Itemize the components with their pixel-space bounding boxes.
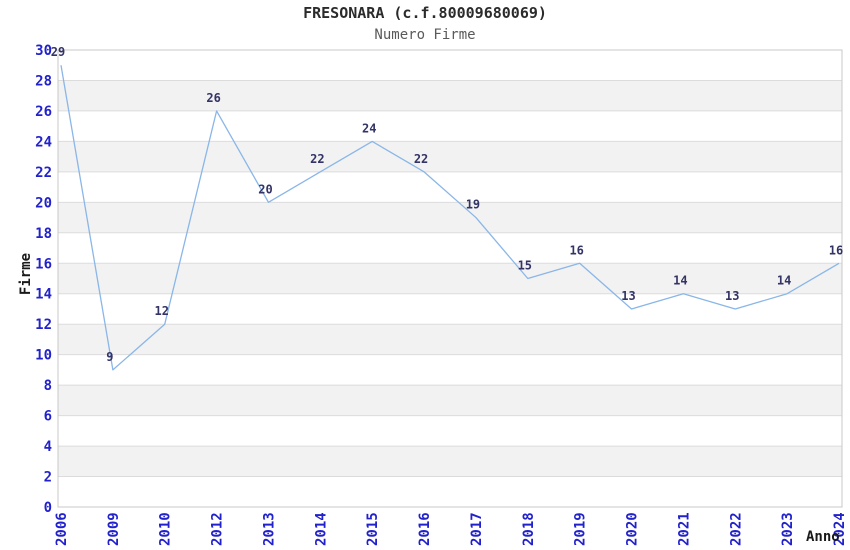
y-tick-label: 2 [44,470,52,486]
x-tick-label: 2021 [676,512,692,546]
chart-subtitle: Numero Firme [374,27,476,43]
plot-band [58,202,842,233]
x-tick-label: 2023 [780,512,796,546]
x-axis-title: Anno [806,529,840,545]
x-tick-label: 2024 [832,512,848,546]
data-point-label: 26 [206,91,220,105]
data-point-label: 29 [51,45,65,59]
plot-band [58,446,842,477]
x-tick-label: 2017 [469,512,485,546]
plot-band [58,385,842,416]
plot-band [58,263,842,294]
y-tick-label: 24 [35,134,52,150]
data-point-label: 15 [518,259,532,273]
y-tick-label: 6 [44,409,52,425]
y-tick-label: 4 [44,439,52,455]
chart-title: FRESONARA (c.f.80009680069) [303,4,547,22]
y-tick-label: 10 [35,348,52,364]
x-tick-label: 2014 [313,512,329,546]
y-tick-label: 0 [44,500,52,516]
y-tick-label: 8 [44,378,52,394]
data-line [60,65,840,371]
data-point-label: 24 [362,121,376,135]
y-tick-label: 20 [35,195,52,211]
y-tick-label: 18 [35,226,52,242]
plot-band [58,80,842,111]
data-point-label: 19 [466,198,480,212]
x-tick-label: 2019 [573,512,589,546]
y-tick-label: 22 [35,165,52,181]
x-tick-label: 2009 [106,512,122,546]
y-tick-label: 14 [35,287,52,303]
data-point-label: 20 [258,182,272,196]
x-tick-label: 2010 [158,512,174,546]
data-point-label: 22 [310,152,324,166]
data-point-label: 14 [673,274,687,288]
x-tick-label: 2016 [417,512,433,546]
data-point-label: 13 [725,289,739,303]
y-tick-label: 28 [35,73,52,89]
x-tick-label: 2012 [210,512,226,546]
x-tick-label: 2006 [54,512,70,546]
data-point-label: 12 [155,304,169,318]
x-tick-label: 2022 [728,512,744,546]
y-tick-label: 16 [35,256,52,272]
data-point-label: 9 [106,350,113,364]
x-tick-label: 2015 [365,512,381,546]
data-point-label: 16 [569,243,583,257]
y-tick-label: 26 [35,104,52,120]
plot-band [58,324,842,355]
data-point-label: 13 [621,289,635,303]
x-tick-label: 2013 [261,512,277,546]
data-point-label: 14 [777,274,791,288]
data-point-label: 16 [829,243,843,257]
x-tick-label: 2018 [521,512,537,546]
data-point-label: 22 [414,152,428,166]
plot-border [57,49,843,508]
plot-band [58,141,842,172]
y-tick-label: 12 [35,317,52,333]
x-tick-label: 2020 [625,512,641,546]
y-tick-label: 30 [35,43,52,59]
